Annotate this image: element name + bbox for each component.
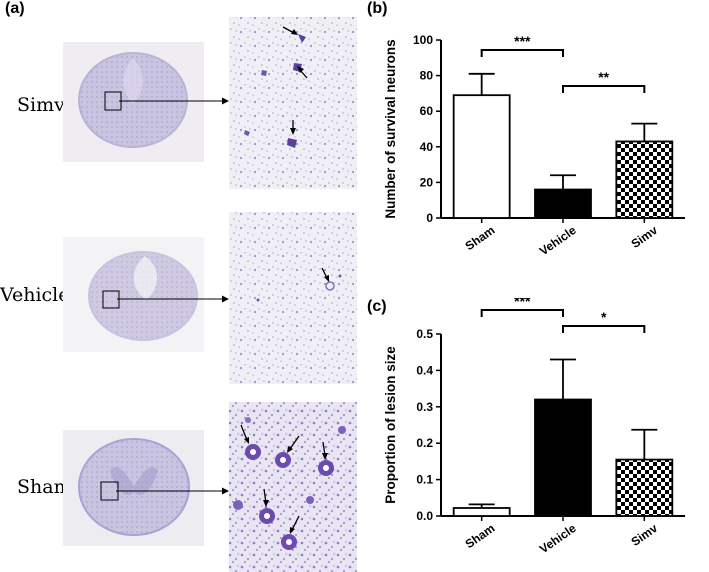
row-label-sham: Sham	[17, 476, 72, 498]
y-tick-label: 100	[413, 33, 433, 47]
simv-section-image	[63, 42, 204, 162]
bar-vehicle	[534, 398, 592, 517]
y-tick-label: 0.1	[416, 473, 433, 487]
significance-bracket	[562, 85, 646, 93]
connector-arrow-sham	[116, 487, 229, 495]
y-axis-label: Proportion of lesion size	[383, 346, 398, 504]
bar-sham	[452, 94, 511, 219]
neuron-pointer-arrows	[240, 26, 329, 534]
x-tick-label: Simv	[629, 223, 661, 251]
chart-survival-neurons: 0 20 40 60 80 100 Number of survival neurons Sh…	[383, 33, 685, 258]
simv-highmag-image	[229, 17, 357, 189]
bar-sham	[452, 507, 511, 517]
y-tick-label: 40	[420, 140, 434, 154]
sham-section-image	[63, 430, 204, 546]
connector-arrow-vehicle	[117, 295, 229, 303]
connector-arrow-simv	[119, 97, 229, 105]
bar-simv	[615, 140, 674, 219]
vehicle-highmag-image	[229, 212, 357, 384]
sham-highmag-image	[229, 402, 357, 572]
significance-bracket	[562, 325, 646, 333]
y-tick-label: 0	[426, 211, 433, 225]
vehicle-section-image	[63, 237, 204, 352]
bar-simv	[615, 458, 674, 517]
x-tick-label: Simv	[629, 521, 661, 549]
x-tick-label: Vehicle	[537, 223, 579, 258]
chart-lesion-size: 0.0 0.1 0.2 0.3 0.4 0.5 Proportion of lesion s…	[383, 298, 685, 556]
y-tick-label: 0.2	[416, 436, 433, 450]
row-label-simv: Simv	[17, 94, 65, 116]
significance-label: ***	[514, 298, 531, 309]
y-tick-label: 60	[420, 104, 434, 118]
y-tick-label: 0.0	[416, 509, 433, 523]
y-tick-label: 0.4	[416, 363, 433, 377]
y-tick-label: 20	[420, 175, 434, 189]
y-tick-label: 0.5	[416, 327, 433, 341]
y-tick-label: 80	[420, 69, 434, 83]
significance-label: ***	[514, 33, 531, 49]
significance-bracket	[480, 309, 564, 317]
panel-c-label: (c)	[367, 298, 387, 315]
y-axis-label: Number of survival neurons	[383, 39, 398, 218]
x-tick-label: Vehicle	[537, 521, 579, 556]
x-tick-label: Sham	[463, 521, 498, 551]
y-tick-label: 0.3	[416, 400, 433, 414]
panel-b-label: (b)	[367, 0, 388, 17]
panel-a-label: (a)	[5, 0, 25, 17]
significance-bracket	[480, 49, 564, 57]
significance-label: *	[601, 309, 607, 325]
row-label-vehicle: Vehicle	[0, 284, 70, 306]
bar-vehicle	[534, 188, 592, 219]
significance-label: **	[598, 69, 609, 85]
x-tick-label: Sham	[463, 223, 498, 253]
